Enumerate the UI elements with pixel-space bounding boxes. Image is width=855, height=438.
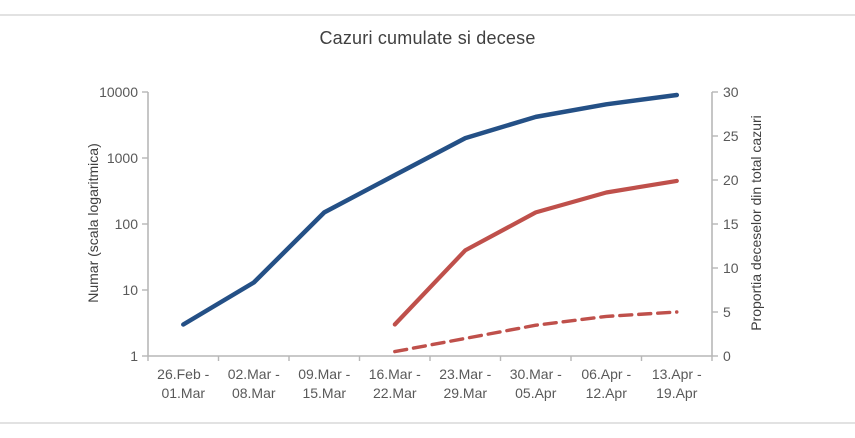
x-category-label-line2: 12.Apr [586, 385, 628, 401]
x-category-label-line1: 26.Feb - [157, 366, 209, 382]
x-category-label-line1: 09.Mar - [298, 366, 350, 382]
left-axis-tick-label: 1 [130, 348, 138, 364]
x-category-label-line2: 19.Apr [656, 385, 698, 401]
x-category-label-line1: 02.Mar - [228, 366, 280, 382]
x-category-label-line2: 22.Mar [373, 385, 417, 401]
series-red-dashed-line [393, 310, 679, 354]
left-axis-tick-label: 10 [122, 282, 138, 298]
right-axis-tick-label: 15 [723, 216, 739, 232]
x-category-label-line2: 15.Mar [302, 385, 346, 401]
x-category-label-line2: 08.Mar [232, 385, 276, 401]
chart-title: Cazuri cumulate si decese [319, 28, 536, 48]
page-border-bottom [0, 422, 855, 424]
page-border-top [0, 14, 855, 16]
x-category-label-line1: 13.Apr - [652, 366, 702, 382]
left-axis-tick-label: 10000 [99, 84, 138, 100]
x-category-label-line1: 16.Mar - [369, 366, 421, 382]
right-axis-tick-label: 30 [723, 84, 739, 100]
x-category-label-line2: 01.Mar [161, 385, 205, 401]
left-axis-tick-label: 100 [115, 216, 139, 232]
x-category-label-line2: 29.Mar [443, 385, 487, 401]
right-axis-tick-label: 20 [723, 172, 739, 188]
right-axis-tick-label: 5 [723, 304, 731, 320]
right-axis-tick-label: 0 [723, 348, 731, 364]
series-blue-solid-line [181, 92, 680, 327]
left-axis-tick-label: 1000 [107, 150, 138, 166]
right-axis-tick-label: 25 [723, 128, 739, 144]
right-axis-tick-label: 10 [723, 260, 739, 276]
series-red-solid-line [392, 178, 679, 327]
x-category-label-line1: 06.Apr - [581, 366, 631, 382]
x-category-label-line1: 23.Mar - [439, 366, 491, 382]
x-category-label-line2: 05.Apr [515, 385, 557, 401]
x-category-label-line1: 30.Mar - [510, 366, 562, 382]
